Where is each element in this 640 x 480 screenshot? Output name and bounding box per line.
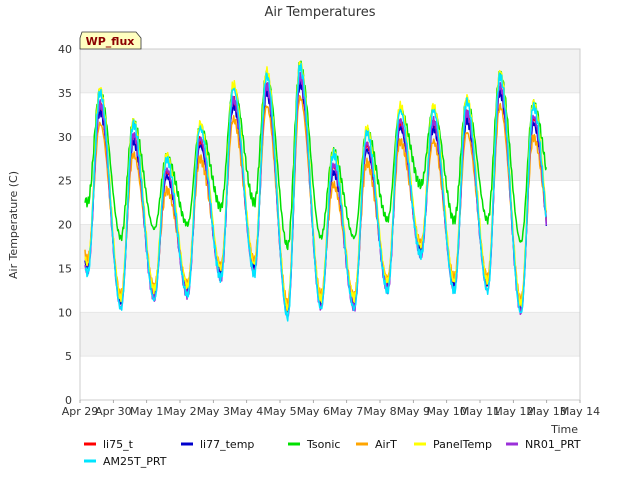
grid-band bbox=[80, 224, 580, 269]
legend-label: li77_temp bbox=[200, 438, 254, 451]
legend-item-li75-t: li75_t bbox=[84, 438, 134, 451]
legend-label: li75_t bbox=[103, 438, 134, 451]
x-tick-label: May 12 bbox=[493, 405, 533, 418]
x-tick-label: May 9 bbox=[397, 405, 430, 418]
legend-label: AM25T_PRT bbox=[103, 455, 167, 468]
y-tick-label: 30 bbox=[58, 131, 72, 144]
y-tick-label: 10 bbox=[58, 306, 72, 319]
y-tick-label: 35 bbox=[58, 87, 72, 100]
x-tick-label: May 8 bbox=[363, 405, 396, 418]
x-tick-label: May 13 bbox=[527, 405, 567, 418]
x-tick-label: May 1 bbox=[130, 405, 163, 418]
legend-label: Tsonic bbox=[306, 438, 340, 451]
y-tick-label: 25 bbox=[58, 175, 72, 188]
chart-title: Air Temperatures bbox=[264, 5, 375, 20]
badge-box bbox=[79, 31, 142, 50]
legend-label: PanelTemp bbox=[433, 438, 492, 451]
legend-item-tsonic: Tsonic bbox=[288, 438, 340, 451]
x-tick-label: May 10 bbox=[427, 405, 467, 418]
y-axis: 0 5 10 15 20 25 30 35 40 bbox=[58, 43, 72, 407]
y-tick-label: 15 bbox=[58, 262, 72, 275]
x-tick-label: May 14 bbox=[560, 405, 600, 418]
x-tick-label: Apr 29 bbox=[62, 405, 99, 418]
x-axis-title: Time bbox=[550, 423, 578, 436]
badge-label: WP_flux bbox=[86, 35, 135, 48]
x-tick-label: May 4 bbox=[230, 405, 263, 418]
legend-item-airt: AirT bbox=[356, 438, 397, 451]
x-tick-label: May 2 bbox=[163, 405, 196, 418]
y-tick-label: 20 bbox=[58, 219, 72, 232]
series-line-am25t-prt bbox=[84, 62, 547, 322]
grid-band bbox=[80, 49, 580, 93]
x-tick-label: May 11 bbox=[460, 405, 500, 418]
grid-band bbox=[80, 312, 580, 357]
y-tick-label: 5 bbox=[65, 350, 72, 363]
legend-item-paneltemp: PanelTemp bbox=[414, 438, 492, 451]
x-tick-label: Apr 30 bbox=[95, 405, 132, 418]
legend-item-am25t-prt: AM25T_PRT bbox=[84, 455, 167, 468]
legend-item-nr01-prt: NR01_PRT bbox=[506, 438, 581, 451]
y-axis-title: Air Temperature (C) bbox=[7, 171, 20, 279]
x-tick-label: May 5 bbox=[263, 405, 296, 418]
x-tick-label: May 3 bbox=[197, 405, 230, 418]
legend-item-li77-temp: li77_temp bbox=[181, 438, 254, 451]
x-tick-label: May 7 bbox=[330, 405, 363, 418]
legend: li75_t li77_temp Tsonic AirT PanelTemp NR01_P… bbox=[84, 438, 581, 468]
y-tick-label: 0 bbox=[65, 394, 72, 407]
badge: WP_flux bbox=[79, 31, 142, 50]
series-layer bbox=[84, 60, 548, 322]
x-tick-label: May 6 bbox=[297, 405, 330, 418]
plot-frame bbox=[79, 48, 581, 401]
legend-label: AirT bbox=[375, 438, 397, 451]
y-tick-label: 40 bbox=[58, 43, 72, 56]
legend-label: NR01_PRT bbox=[525, 438, 581, 451]
